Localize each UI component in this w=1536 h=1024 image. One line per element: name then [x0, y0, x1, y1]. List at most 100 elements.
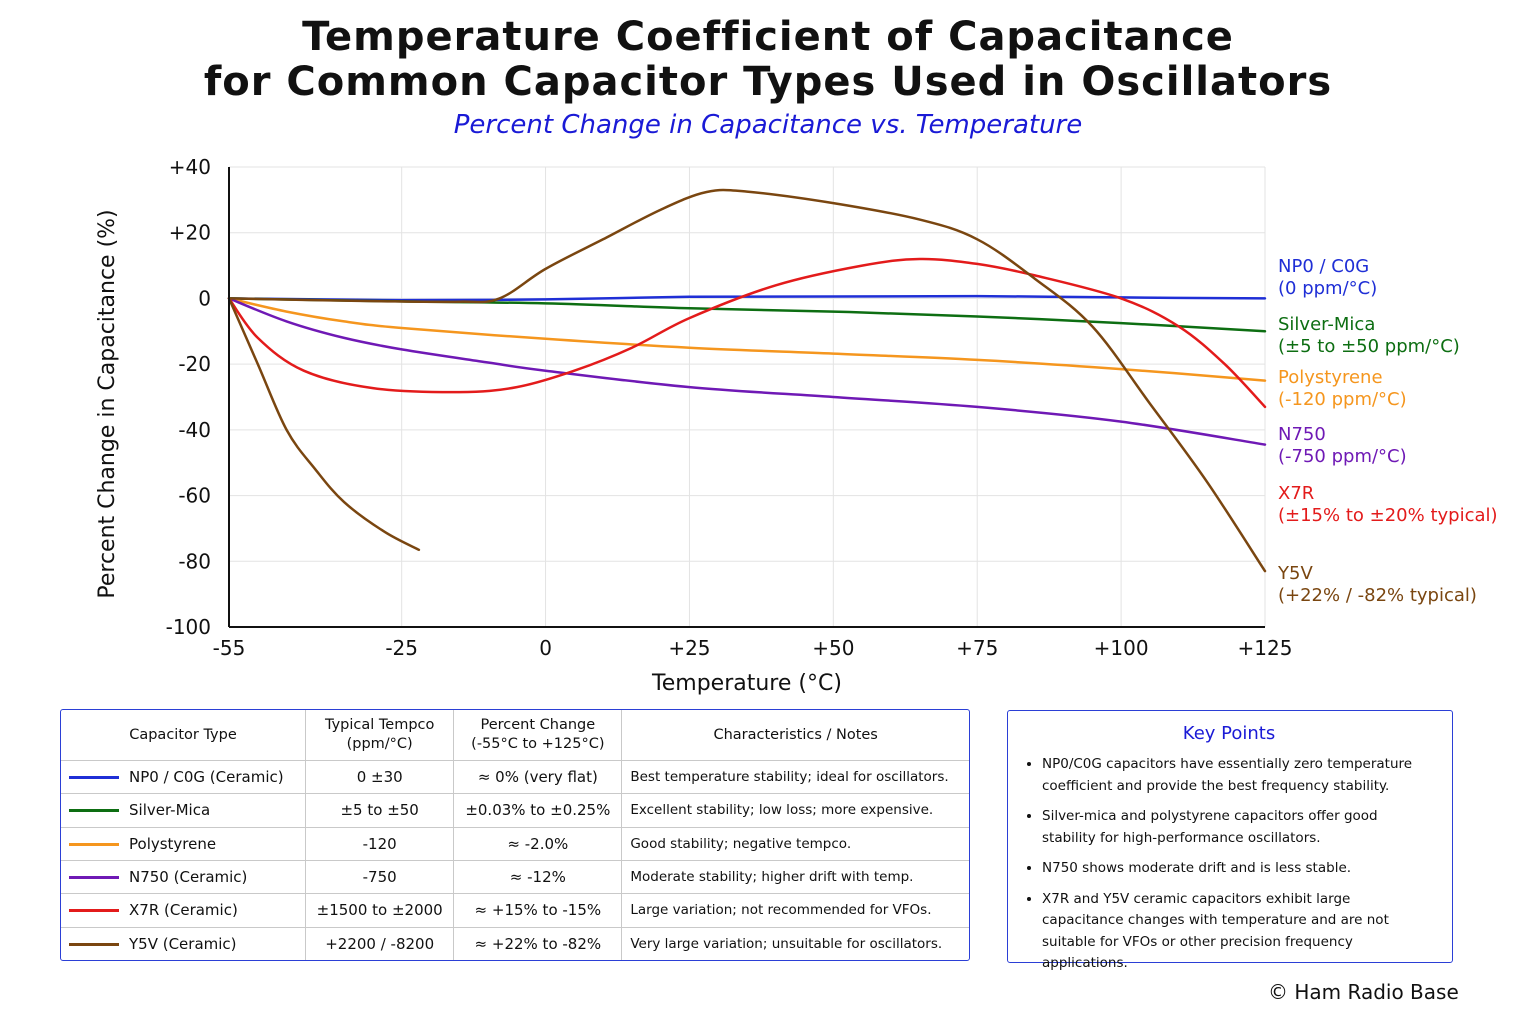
key-points-box: Key Points NP0/C0G capacitors have essen… [1007, 710, 1453, 971]
cell-notes: Excellent stability; low loss; more expe… [621, 793, 969, 828]
series-line-y5v-branch [227, 188, 1267, 573]
cell-capacitor-type: Polystyrene [61, 826, 306, 861]
table-row: Y5V (Ceramic) +2200 / -8200 ≈ +22% to -82%… [61, 926, 969, 960]
series-line-y5v [227, 297, 421, 552]
capacitor-type-text: Y5V (Ceramic) [129, 934, 237, 953]
y-axis-title: Percent Change in Capacitance (%) [95, 209, 120, 598]
key-point-item: N750 shows moderate drift and is less st… [1042, 858, 1434, 880]
y-tick-label: +20 [169, 221, 211, 245]
header-capacitor-type: Capacitor Type [61, 710, 306, 761]
series-label-name: Y5V [1277, 563, 1313, 584]
cell-notes: Good stability; negative tempco. [621, 826, 969, 861]
series-label-name: Silver-Mica [1278, 314, 1375, 335]
series-line-n750 [227, 297, 1267, 446]
cell-notes: Large variation; not recommended for VFO… [621, 893, 969, 928]
x-tick-label: +100 [1094, 636, 1149, 660]
header-percent-change: Percent Change (-55°C to +125°C) [453, 710, 623, 761]
y-tick-label: -40 [178, 418, 211, 442]
table-header-row: Capacitor Type Typical Tempco (ppm/°C) Pe… [61, 710, 969, 761]
table-row: N750 (Ceramic) -750 ≈ -12% Moderate stabili… [61, 859, 969, 895]
y-tick-label: -100 [166, 615, 211, 639]
series-swatch [69, 876, 119, 880]
table-row: X7R (Ceramic) ±1500 to ±2000 ≈ +15% to -15… [61, 893, 969, 928]
cell-tempco: +2200 / -8200 [304, 926, 455, 960]
cell-tempco: -750 [304, 859, 455, 895]
capacitor-table-box: Capacitor Type Typical Tempco (ppm/°C) Pe… [60, 709, 970, 961]
series-line-np0-c0g [227, 294, 1267, 302]
capacitor-table: Capacitor Type Typical Tempco (ppm/°C) Pe… [61, 710, 969, 960]
chart-subtitle: Percent Change in Capacitance vs. Temper… [453, 110, 1083, 140]
x-tick-label: 0 [539, 636, 552, 660]
series-line-polystyrene [227, 297, 1267, 382]
series-swatch [69, 942, 119, 946]
cell-percent-change: ≈ +22% to -82% [453, 926, 623, 960]
cell-percent-change: ≈ -2.0% [453, 826, 623, 861]
table-body: NP0 / C0G (Ceramic) 0 ±30 ≈ 0% (very flat)… [61, 759, 969, 960]
series-label-name: X7R [1278, 483, 1314, 504]
line-chart: -55 -25 0 +25 +50 +75 +100 +125 +40 +20 0 -20 -40 -60… [95, 155, 1498, 696]
capacitor-type-text: NP0 / C0G (Ceramic) [129, 768, 284, 787]
series-label-sub: (±15% to ±20% typical) [1278, 505, 1498, 526]
series-label-sub: (-750 ppm/°C) [1278, 446, 1407, 467]
series-lines [227, 188, 1267, 573]
key-point-item: Silver-mica and polystyrene capacitors o… [1042, 806, 1434, 849]
y-tick-label: -60 [178, 484, 211, 508]
table-row: Polystyrene -120 ≈ -2.0% Good stability; ne… [61, 826, 969, 861]
y-tick-label: +40 [169, 155, 211, 179]
capacitor-type-text: Polystyrene [129, 834, 217, 853]
capacitor-type-text: N750 (Ceramic) [129, 868, 248, 887]
series-label-name: Polystyrene [1278, 367, 1383, 388]
series-swatch [69, 776, 119, 780]
series-label-sub: (-120 ppm/°C) [1278, 389, 1407, 410]
table-row: NP0 / C0G (Ceramic) 0 ±30 ≈ 0% (very flat)… [61, 759, 969, 795]
cell-capacitor-type: Silver-Mica [61, 793, 306, 828]
y-tick-label: 0 [198, 286, 211, 310]
series-swatch [69, 842, 119, 846]
capacitor-type-text: X7R (Ceramic) [129, 901, 238, 920]
cell-percent-change: ≈ +15% to -15% [453, 893, 623, 928]
cell-tempco: ±5 to ±50 [304, 793, 455, 828]
series-label-sub: (+22% / -82% typical) [1278, 585, 1477, 606]
key-points-title: Key Points [1182, 723, 1276, 744]
key-points-list: NP0/C0G capacitors have essentially zero… [1024, 754, 1434, 975]
series-labels: NP0 / C0G(0 ppm/°C) Silver-Mica(±5 to ±50… [1277, 256, 1498, 606]
capacitor-type-text: Silver-Mica [129, 801, 211, 820]
cell-percent-change: ≈ 0% (very flat) [453, 759, 623, 795]
series-label-sub: (±5 to ±50 ppm/°C) [1278, 336, 1460, 357]
y-tick-label: -80 [178, 549, 211, 573]
cell-tempco: -120 [304, 826, 455, 861]
series-label-sub: (0 ppm/°C) [1278, 278, 1377, 299]
cell-capacitor-type: NP0 / C0G (Ceramic) [61, 759, 306, 795]
series-swatch [69, 809, 119, 813]
cell-tempco: 0 ±30 [304, 759, 455, 795]
grid-lines [229, 166, 1266, 627]
y-tick-label: -20 [178, 352, 211, 376]
chart-title-line2: for Common Capacitor Types Used in Oscil… [203, 59, 1333, 105]
x-tick-label: -25 [385, 636, 418, 660]
x-axis-title: Temperature (°C) [651, 671, 842, 696]
table-row: Silver-Mica ±5 to ±50 ±0.03% to ±0.25% Exce… [61, 793, 969, 828]
series-line-x7r [227, 257, 1267, 409]
x-tick-label: +50 [812, 636, 854, 660]
key-point-item: NP0/C0G capacitors have essentially zero… [1042, 754, 1434, 797]
series-swatch [69, 909, 119, 913]
cell-capacitor-type: Y5V (Ceramic) [61, 926, 306, 960]
key-point-item: X7R and Y5V ceramic capacitors exhibit l… [1042, 889, 1434, 975]
copyright-notice: © Ham Radio Base [1268, 980, 1459, 1004]
cell-capacitor-type: N750 (Ceramic) [61, 859, 306, 895]
x-tick-label: +75 [956, 636, 998, 660]
cell-notes: Best temperature stability; ideal for os… [621, 759, 969, 795]
cell-notes: Very large variation; unsuitable for osc… [621, 926, 969, 960]
axes: -55 -25 0 +25 +50 +75 +100 +125 +40 +20 0 -20 -40 -60… [95, 155, 1292, 696]
cell-notes: Moderate stability; higher drift with te… [621, 859, 969, 895]
cell-tempco: ±1500 to ±2000 [304, 893, 455, 928]
cell-capacitor-type: X7R (Ceramic) [61, 893, 306, 928]
header-notes: Characteristics / Notes [621, 710, 969, 761]
series-label-name: NP0 / C0G [1278, 256, 1369, 277]
cell-percent-change: ≈ -12% [453, 859, 623, 895]
chart-title-line1: Temperature Coefficient of Capacitance [302, 14, 1234, 60]
series-label-name: N750 [1278, 424, 1326, 445]
x-tick-label: +25 [668, 636, 710, 660]
x-tick-label: +125 [1238, 636, 1293, 660]
x-tick-label: -55 [213, 636, 246, 660]
